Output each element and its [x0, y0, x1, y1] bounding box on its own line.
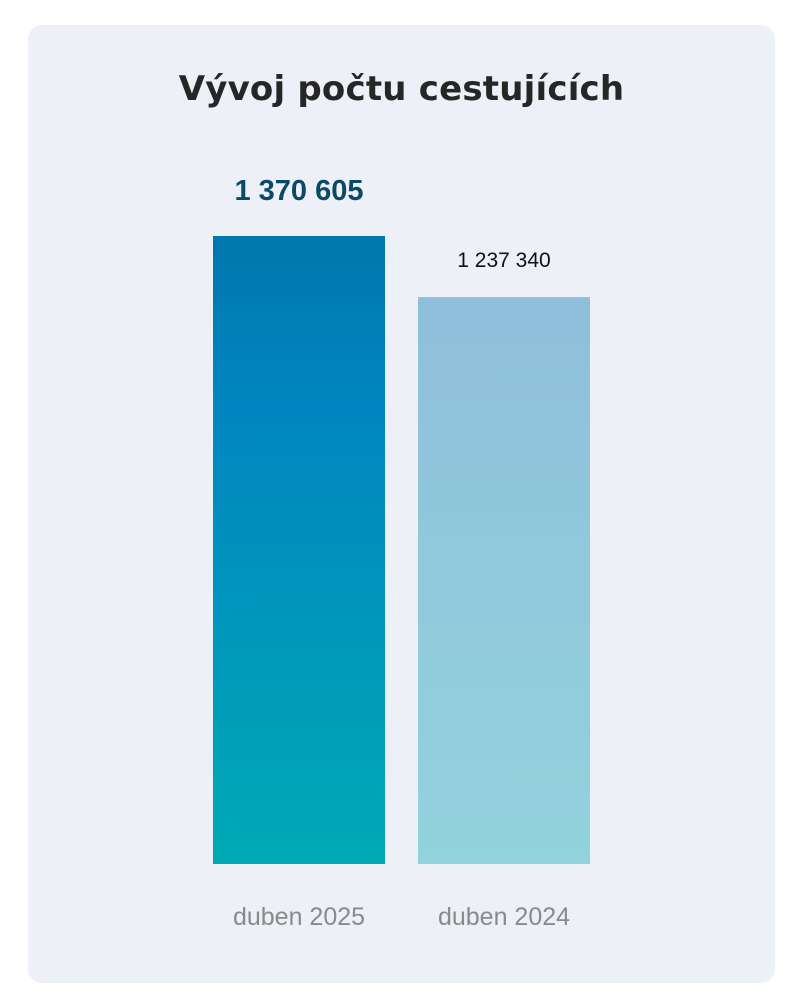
bar-duben-2024	[418, 297, 590, 865]
data-label-duben-2025: 1 370 605	[234, 175, 363, 207]
bars-group: 1 370 605 duben 2025 1 237 340 duben 2024	[213, 175, 590, 931]
x-tick-label: duben 2024	[438, 903, 570, 931]
bar-duben-2025	[213, 236, 385, 864]
chart-card: Vývoj počtu cestujících	[28, 25, 775, 983]
data-label-duben-2024: 1 237 340	[457, 249, 550, 272]
chart-title: Vývoj počtu cestujících	[178, 69, 625, 109]
x-tick-label: duben 2025	[233, 903, 365, 931]
